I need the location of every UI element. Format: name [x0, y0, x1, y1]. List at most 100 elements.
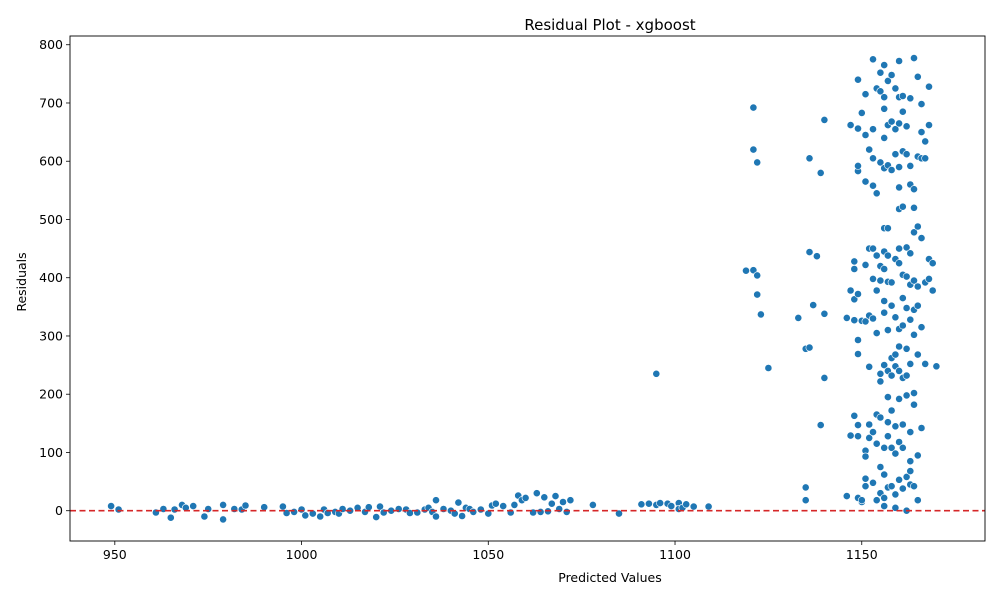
data-point: [887, 301, 896, 310]
data-point: [394, 505, 403, 513]
data-point: [902, 243, 911, 252]
data-point: [813, 252, 821, 261]
data-point: [895, 57, 903, 65]
data-point: [895, 438, 903, 446]
data-point: [891, 503, 900, 512]
data-point: [910, 482, 918, 491]
data-point: [880, 443, 889, 452]
data-point: [925, 82, 933, 91]
data-point: [615, 509, 623, 518]
y-axis-label: Residuals: [14, 252, 29, 311]
data-point: [917, 234, 926, 242]
data-point: [876, 68, 885, 77]
data-point: [910, 389, 918, 397]
data-point: [536, 507, 545, 516]
data-point: [749, 145, 758, 154]
data-point: [551, 492, 560, 500]
data-point: [891, 313, 900, 322]
data-point: [906, 249, 915, 258]
data-point: [589, 500, 597, 509]
data-point: [906, 457, 915, 466]
data-point: [230, 505, 239, 513]
data-point: [876, 158, 885, 167]
data-point: [917, 323, 926, 332]
data-point: [880, 308, 889, 317]
data-point: [753, 290, 762, 299]
data-point: [865, 145, 874, 154]
data-point: [540, 493, 549, 502]
data-point: [645, 499, 653, 508]
data-point: [682, 500, 691, 509]
data-point: [869, 154, 877, 163]
data-point: [921, 154, 930, 163]
data-point: [842, 313, 851, 322]
data-point: [910, 185, 918, 194]
data-point: [895, 183, 903, 192]
data-point: [876, 87, 885, 96]
data-point: [290, 507, 298, 516]
data-point: [566, 496, 575, 505]
data-point: [913, 451, 922, 460]
data-point: [880, 502, 889, 510]
data-point: [880, 93, 889, 102]
data-point: [887, 482, 896, 491]
data-point: [884, 251, 892, 260]
y-tick-label: 400: [39, 270, 63, 285]
chart-title: Residual Plot - xgboost: [524, 16, 695, 34]
data-point: [204, 505, 213, 513]
data-point: [846, 121, 855, 129]
data-point: [805, 248, 814, 256]
data-point: [189, 502, 198, 510]
data-point: [850, 257, 859, 266]
data-point: [921, 137, 930, 146]
data-point: [902, 122, 911, 131]
data-point: [805, 343, 814, 352]
data-point: [816, 421, 825, 429]
data-point: [876, 413, 885, 422]
data-point: [809, 301, 818, 309]
data-point: [872, 286, 881, 295]
data-point: [757, 310, 765, 319]
data-point: [898, 443, 907, 452]
y-tick-label: 600: [39, 154, 63, 169]
data-point: [749, 266, 758, 275]
data-point: [107, 502, 115, 510]
data-point: [854, 336, 862, 344]
data-point: [637, 500, 646, 509]
data-point: [910, 203, 918, 212]
data-point: [872, 329, 881, 337]
data-point: [891, 150, 900, 159]
data-point: [170, 505, 179, 514]
data-point: [562, 507, 571, 516]
data-point: [742, 266, 750, 275]
data-point: [114, 505, 123, 514]
data-point: [476, 505, 485, 514]
data-point: [913, 222, 922, 231]
data-point: [861, 177, 870, 186]
data-point: [278, 502, 287, 511]
x-tick-label: 950: [103, 547, 127, 562]
data-point: [854, 124, 862, 133]
data-point: [159, 505, 168, 513]
data-point: [906, 315, 915, 324]
data-point: [432, 496, 440, 505]
data-point: [876, 377, 885, 386]
data-point: [913, 496, 922, 505]
data-point: [861, 131, 870, 139]
data-point: [364, 503, 373, 512]
data-point: [872, 189, 881, 198]
data-point: [898, 294, 907, 302]
data-point: [891, 449, 900, 458]
data-point: [854, 350, 862, 358]
data-point: [753, 158, 762, 167]
data-point: [928, 259, 937, 268]
data-point: [906, 428, 915, 436]
plot-frame: [69, 35, 986, 542]
data-point: [906, 467, 915, 475]
data-point: [902, 272, 911, 281]
data-point: [532, 489, 541, 498]
data-point: [689, 502, 698, 511]
data-point: [842, 492, 851, 500]
